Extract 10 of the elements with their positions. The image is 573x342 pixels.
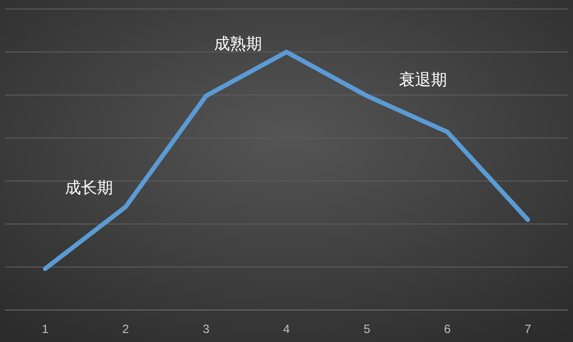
annotation: 成熟期 (214, 34, 262, 53)
annotation: 衰退期 (399, 70, 447, 89)
annotation: 成长期 (65, 178, 113, 197)
x-tick-label: 6 (444, 322, 452, 336)
x-tick-label: 7 (524, 322, 532, 336)
x-tick-label: 2 (122, 322, 130, 336)
x-tick-label: 1 (42, 322, 49, 336)
x-tick-label: 5 (364, 322, 371, 336)
x-tick-label: 3 (202, 322, 210, 336)
x-tick-label: 4 (283, 322, 290, 336)
